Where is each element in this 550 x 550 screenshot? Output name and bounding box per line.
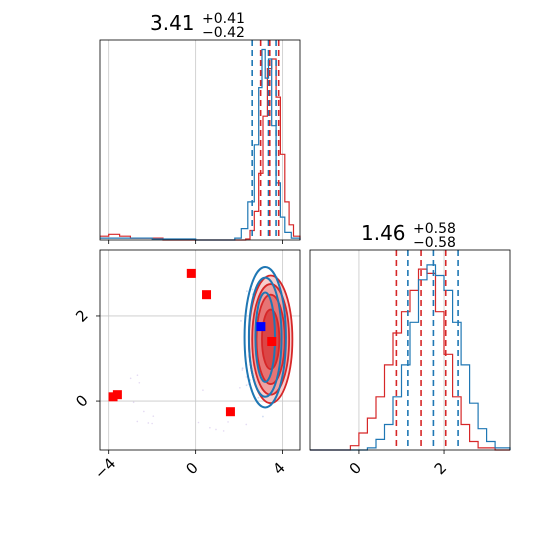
scatter-y-tick-label: 0 — [72, 391, 91, 410]
hist-x-series-line — [100, 48, 301, 241]
scatter-red-marker — [186, 268, 196, 278]
hist-x-title: 3.41 — [150, 11, 195, 35]
scatter-sample-dot — [136, 420, 139, 423]
scatter-sample-dot — [245, 423, 248, 426]
scatter-sample-dot — [215, 428, 217, 431]
scatter-sample-dot — [222, 430, 225, 432]
scatter-sample-dot — [143, 410, 145, 413]
hist-x-title-value: 3.41 — [150, 11, 195, 35]
scatter-sample-dot — [257, 396, 260, 399]
scatter-red-marker — [202, 290, 212, 300]
scatter-sample-dot — [132, 401, 135, 404]
hist-y-title: 1.46 — [361, 221, 406, 245]
scatter-sample-dot — [241, 367, 244, 370]
scatter-red-marker — [112, 390, 122, 400]
hist-x-title-plus: +0.41 — [202, 11, 245, 27]
hist-y-title-minus: −0.58 — [413, 235, 456, 251]
hist-y-x-tick-label: 2 — [431, 459, 450, 478]
scatter-blue-contour — [243, 266, 287, 409]
plot-layer: −4 0 4 0 2 0 2 — [72, 39, 511, 483]
scatter-y-tick-label: 2 — [72, 306, 91, 325]
hist-y-frame — [309, 249, 511, 451]
scatter-sample-dot — [129, 377, 132, 380]
scatter-red-marker — [225, 407, 235, 417]
hist-x-frame — [99, 39, 301, 241]
scatter-x-tick-label: 4 — [269, 459, 288, 478]
hist-y-x-tick-label: 0 — [346, 459, 365, 478]
scatter-red-marker — [267, 336, 277, 346]
scatter-sample-dot — [262, 415, 264, 418]
scatter-sample-dot — [136, 374, 139, 377]
hist-x-title-minus: −0.42 — [202, 25, 245, 41]
hist-y-title-plus: +0.58 — [413, 221, 456, 237]
scatter-frame — [99, 249, 301, 451]
scatter-x-tick-label: 0 — [182, 459, 201, 478]
scatter-blue-marker — [256, 322, 266, 332]
scatter-sample-dot — [246, 290, 248, 293]
scatter-sample-dot — [245, 376, 248, 378]
scatter-x-tick-label: −4 — [91, 454, 119, 482]
scatter-sample-dot — [239, 386, 241, 389]
scatter-sample-dot — [245, 384, 248, 387]
scatter-sample-dot — [152, 415, 155, 417]
scatter-sample-dot — [197, 421, 200, 424]
scatter-blue-contour — [247, 276, 283, 398]
scatter-sample-dot — [138, 381, 141, 384]
scatter-sample-dot — [209, 426, 211, 429]
hist-y-title-value: 1.46 — [361, 221, 406, 245]
scatter-sample-dot — [240, 319, 242, 322]
scatter-sample-dot — [202, 389, 204, 391]
hist-y-series-line — [310, 264, 511, 451]
scatter-sample-dot — [151, 422, 153, 425]
scatter-sample-dot — [147, 422, 150, 424]
scatter-sample-dot — [251, 288, 254, 291]
scatter-sample-dot — [227, 421, 229, 423]
scatter-sample-dot — [241, 369, 244, 371]
